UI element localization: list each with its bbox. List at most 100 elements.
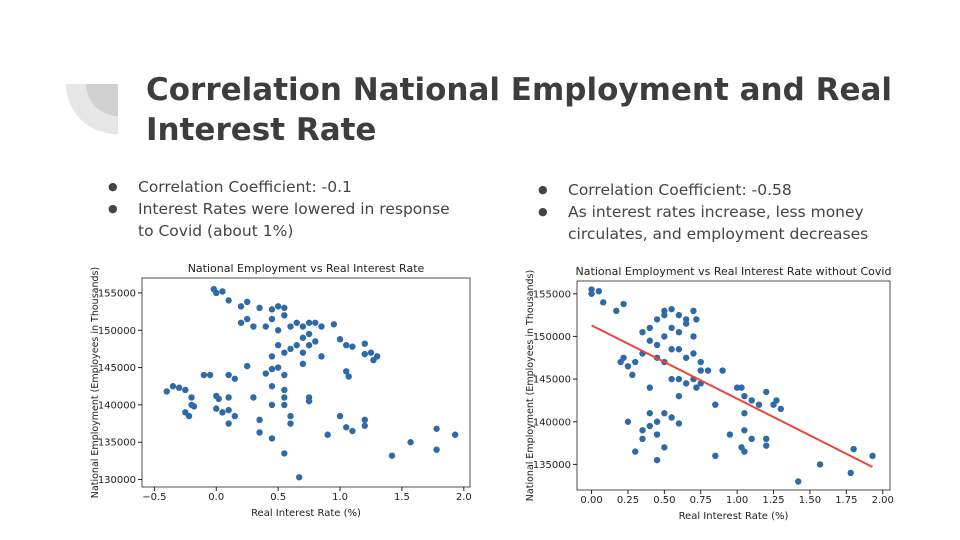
point (225, 297, 232, 304)
point (661, 444, 668, 451)
x-tick-label: 1.0 (332, 492, 348, 503)
plot-area (576, 280, 891, 491)
point (237, 303, 245, 310)
point (675, 328, 683, 336)
point (763, 435, 770, 443)
point (287, 420, 294, 427)
chart-title: National Employment vs Real Interest Rat… (188, 262, 425, 275)
point (237, 319, 245, 326)
point (268, 315, 276, 323)
point (299, 334, 307, 341)
point (281, 304, 288, 312)
point (256, 304, 263, 312)
x-tick-label: 2.0 (456, 492, 472, 503)
decoration (86, 84, 118, 116)
point (305, 394, 313, 401)
chart-title: National Employment vs Real Interest Rat… (576, 265, 892, 278)
point (719, 367, 726, 374)
point (219, 288, 226, 295)
y-tick-label: 130000 (98, 475, 136, 486)
x-tick-label: 0.00 (580, 495, 602, 506)
x-tick-label: 0.75 (690, 495, 712, 506)
point (274, 364, 282, 371)
x-tick-label: −0.5 (142, 492, 166, 503)
x-tick-label: 0.5 (270, 492, 286, 503)
point (367, 349, 375, 356)
point (668, 324, 675, 332)
point (268, 306, 276, 313)
point (256, 416, 263, 424)
y-tick-label: 140000 (98, 400, 136, 411)
point (370, 356, 377, 364)
point (850, 445, 857, 453)
point (287, 323, 294, 330)
point (653, 316, 661, 323)
point (763, 442, 770, 449)
point (190, 403, 198, 410)
point (262, 323, 269, 330)
point (407, 439, 414, 446)
point (646, 324, 653, 332)
y-axis-label: National Employment (Employees in Thousa… (90, 267, 101, 498)
point (704, 367, 712, 374)
y-tick-label: 140000 (533, 417, 571, 428)
point (219, 409, 226, 416)
x-tick-label: 0.50 (653, 495, 675, 506)
point (675, 392, 683, 400)
point (869, 452, 876, 460)
point (336, 412, 344, 420)
point (741, 448, 748, 455)
point (305, 319, 313, 326)
point (287, 345, 294, 353)
point (295, 474, 303, 481)
point (244, 298, 251, 306)
y-tick-label: 150000 (98, 326, 136, 337)
point (268, 401, 276, 409)
point (697, 367, 704, 374)
x-tick-label: 1.25 (762, 495, 784, 506)
point (639, 427, 646, 434)
right-bullets: Correlation Coefficient: -0.58 As intere… (538, 179, 898, 245)
point (433, 425, 440, 432)
point (600, 299, 607, 306)
point (693, 384, 700, 391)
point (175, 384, 183, 391)
point (668, 375, 675, 383)
point (697, 358, 704, 366)
point (613, 307, 620, 315)
point (763, 388, 770, 396)
x-tick-label: 0.0 (208, 492, 224, 503)
point (653, 456, 661, 464)
point (250, 323, 257, 330)
point (741, 392, 748, 400)
point (690, 333, 697, 340)
point (281, 349, 288, 356)
point (213, 405, 220, 412)
point (345, 373, 352, 380)
point (675, 375, 683, 383)
point (215, 395, 222, 403)
y-tick-label: 135000 (98, 438, 136, 449)
point (653, 431, 661, 438)
point (668, 414, 675, 421)
point (632, 358, 639, 366)
point (299, 323, 307, 330)
point (661, 333, 668, 340)
point (738, 384, 745, 391)
point (646, 337, 653, 344)
x-tick-label: 0.25 (617, 495, 639, 506)
point (200, 371, 208, 379)
point (646, 384, 653, 391)
point (349, 343, 356, 350)
point (163, 388, 170, 395)
point (690, 307, 697, 315)
point (726, 431, 734, 438)
point (281, 401, 288, 409)
point (318, 323, 325, 330)
point (225, 394, 232, 401)
x-tick-label: 2.00 (872, 495, 894, 506)
x-tick-label: 1.00 (726, 495, 748, 506)
point (343, 424, 350, 431)
